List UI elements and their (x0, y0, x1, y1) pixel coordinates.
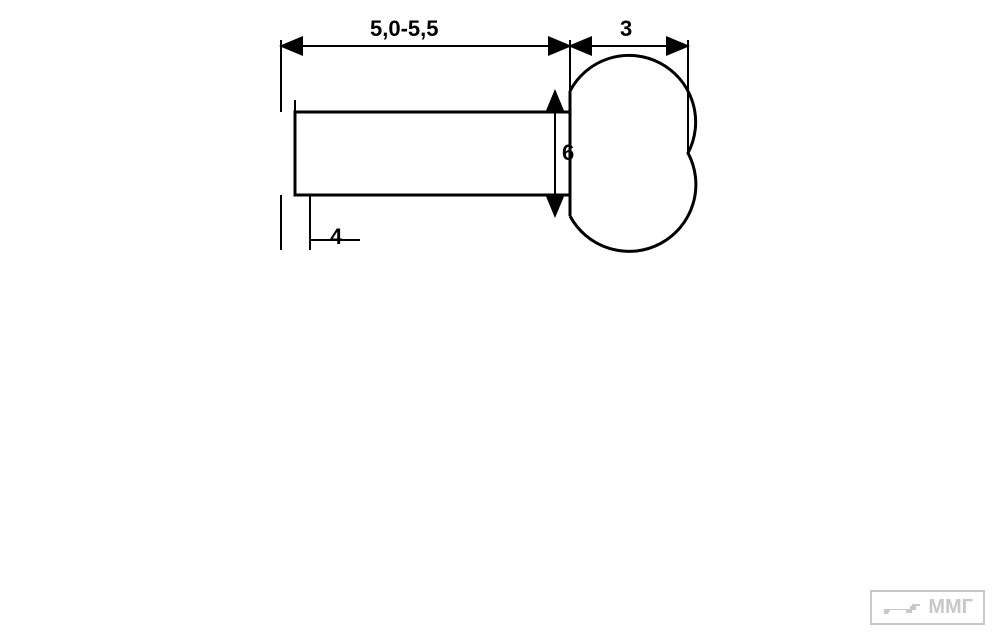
dim-label-shank-length: 5,0-5,5 (370, 16, 439, 42)
head-arc (570, 55, 696, 251)
dim-label-head-length: 3 (620, 16, 632, 42)
rifle-icon (882, 599, 922, 617)
shank-rect (295, 112, 570, 195)
dim-label-shank-dia: 4 (330, 224, 342, 250)
watermark-text: ММГ (928, 596, 973, 619)
drawing-canvas (0, 0, 1000, 640)
dim-label-head-dia: 6 (562, 140, 574, 166)
watermark: ММГ (870, 590, 985, 625)
